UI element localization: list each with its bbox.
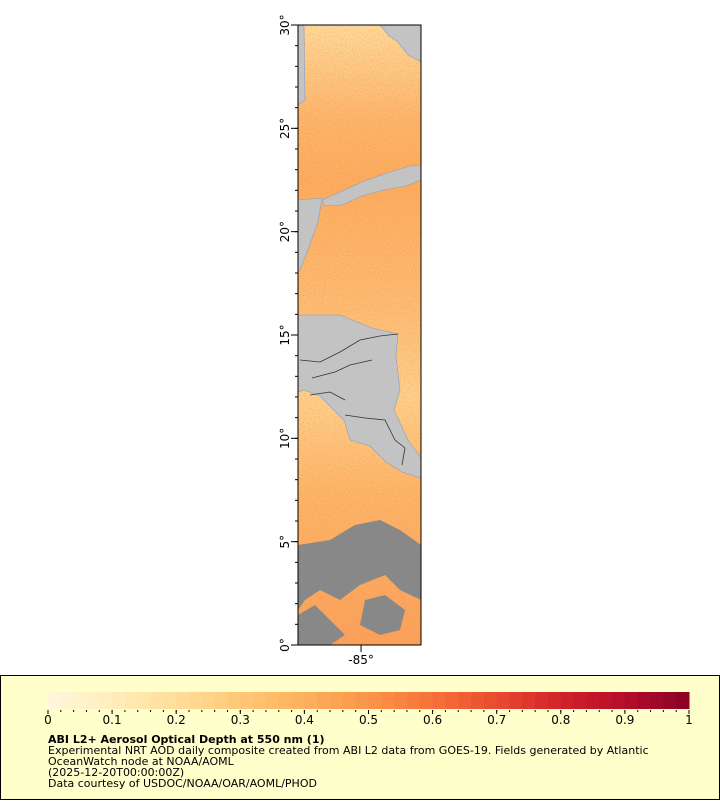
colorbar-segment bbox=[86, 692, 100, 709]
colorbar-segment bbox=[278, 692, 293, 709]
legend-line: (2025-12-20T00:00:00Z) bbox=[48, 766, 184, 779]
colorbar-segment bbox=[650, 692, 664, 709]
colorbar-segment bbox=[612, 692, 626, 709]
colorbar-segment bbox=[317, 692, 331, 709]
colorbar-segment bbox=[227, 692, 241, 709]
colorbar-segment bbox=[573, 692, 587, 709]
legend-line: Data courtesy of USDOC/NOAA/OAR/AOML/PHO… bbox=[48, 777, 317, 790]
colorbar-segment bbox=[73, 692, 87, 709]
colorbar-segment bbox=[176, 692, 190, 709]
colorbar-segment bbox=[624, 692, 639, 709]
colorbar-segment bbox=[112, 692, 126, 709]
colorbar-segment bbox=[342, 692, 357, 709]
colorbar-segment bbox=[547, 692, 562, 709]
colorbar-segment bbox=[124, 692, 139, 709]
lat-tick-label: 10° bbox=[278, 428, 292, 449]
colorbar-segment bbox=[432, 692, 446, 709]
colorbar-tick-label: 0.2 bbox=[167, 713, 186, 727]
axes: 0° 5° 10° 15° 20° 25° 30° -85° bbox=[278, 14, 374, 667]
colorbar-segment bbox=[253, 692, 267, 709]
colorbar-segment bbox=[163, 692, 177, 709]
colorbar-segment bbox=[406, 692, 421, 709]
colorbar-segment bbox=[586, 692, 600, 709]
colorbar-segment bbox=[483, 692, 498, 709]
land bbox=[298, 25, 421, 479]
colorbar-tick-label: 0.4 bbox=[295, 713, 314, 727]
colorbar-segment bbox=[535, 692, 549, 709]
colorbar-segment bbox=[471, 692, 485, 709]
colorbar-segment bbox=[445, 692, 459, 709]
colorbar-tick-label: 0.7 bbox=[487, 713, 506, 727]
colorbar-tick-label: 0 bbox=[44, 713, 52, 727]
colorbar-tick-label: 0.3 bbox=[231, 713, 250, 727]
colorbar-segment bbox=[330, 692, 344, 709]
colorbar-tick-label: 0.8 bbox=[551, 713, 570, 727]
colorbar-segment bbox=[189, 692, 203, 709]
lat-tick-label: 0° bbox=[278, 638, 292, 652]
colorbar-segment bbox=[419, 692, 434, 709]
legend-title: ABI L2+ Aerosol Optical Depth at 550 nm … bbox=[48, 733, 325, 746]
colorbar-segment bbox=[394, 692, 408, 709]
colorbar-segment bbox=[663, 692, 677, 709]
colorbar-segment bbox=[150, 692, 164, 709]
colorbar-tick-label: 0.1 bbox=[103, 713, 122, 727]
colorbar-segment bbox=[496, 692, 511, 709]
colorbar-tick-label: 1 bbox=[685, 713, 693, 727]
colorbar-segment bbox=[368, 692, 382, 709]
colorbar-tick-label: 0.9 bbox=[615, 713, 634, 727]
legend-line: OceanWatch node at NOAA/AOML bbox=[48, 755, 235, 768]
colorbar-segment bbox=[265, 692, 280, 709]
lat-tick-label: 5° bbox=[278, 535, 292, 549]
colorbar-segment bbox=[522, 692, 536, 709]
colorbar-segment bbox=[60, 692, 75, 709]
colorbar-segment bbox=[599, 692, 613, 709]
colorbar-segment bbox=[458, 692, 472, 709]
borders bbox=[299, 333, 406, 466]
colorbar-segment bbox=[509, 692, 523, 709]
colorbar-segment bbox=[676, 692, 690, 709]
colorbar-segment bbox=[201, 692, 216, 709]
colorbar-segment bbox=[304, 692, 318, 709]
colorbar-tick-label: 0.6 bbox=[423, 713, 442, 727]
colorbar-segment bbox=[240, 692, 254, 709]
colorbar-segment bbox=[381, 692, 395, 709]
lon-tick-label: -85° bbox=[348, 653, 374, 667]
colorbar-segment bbox=[637, 692, 652, 709]
colorbar-segment bbox=[48, 692, 62, 709]
colorbar-segment bbox=[137, 692, 152, 709]
colorbar-segment bbox=[355, 692, 369, 709]
lat-tick-label: 25° bbox=[278, 118, 292, 139]
lat-tick-label: 30° bbox=[278, 14, 292, 35]
colorbar-segment bbox=[214, 692, 228, 709]
colorbar-segment bbox=[560, 692, 575, 709]
lat-tick-label: 15° bbox=[278, 324, 292, 345]
colorbar-tick-label: 0.5 bbox=[359, 713, 378, 727]
colorbar-segment bbox=[99, 692, 113, 709]
colorbar-segment bbox=[291, 692, 305, 709]
legend-line: Experimental NRT AOD daily composite cre… bbox=[48, 744, 649, 757]
cloud-mask bbox=[298, 520, 421, 645]
colorbar: 0 0.1 0.2 0.3 0.4 0.5 0.6 0.7 0.8 0.9 1 bbox=[44, 692, 693, 727]
lat-tick-label: 20° bbox=[278, 221, 292, 242]
map-area bbox=[298, 25, 421, 645]
